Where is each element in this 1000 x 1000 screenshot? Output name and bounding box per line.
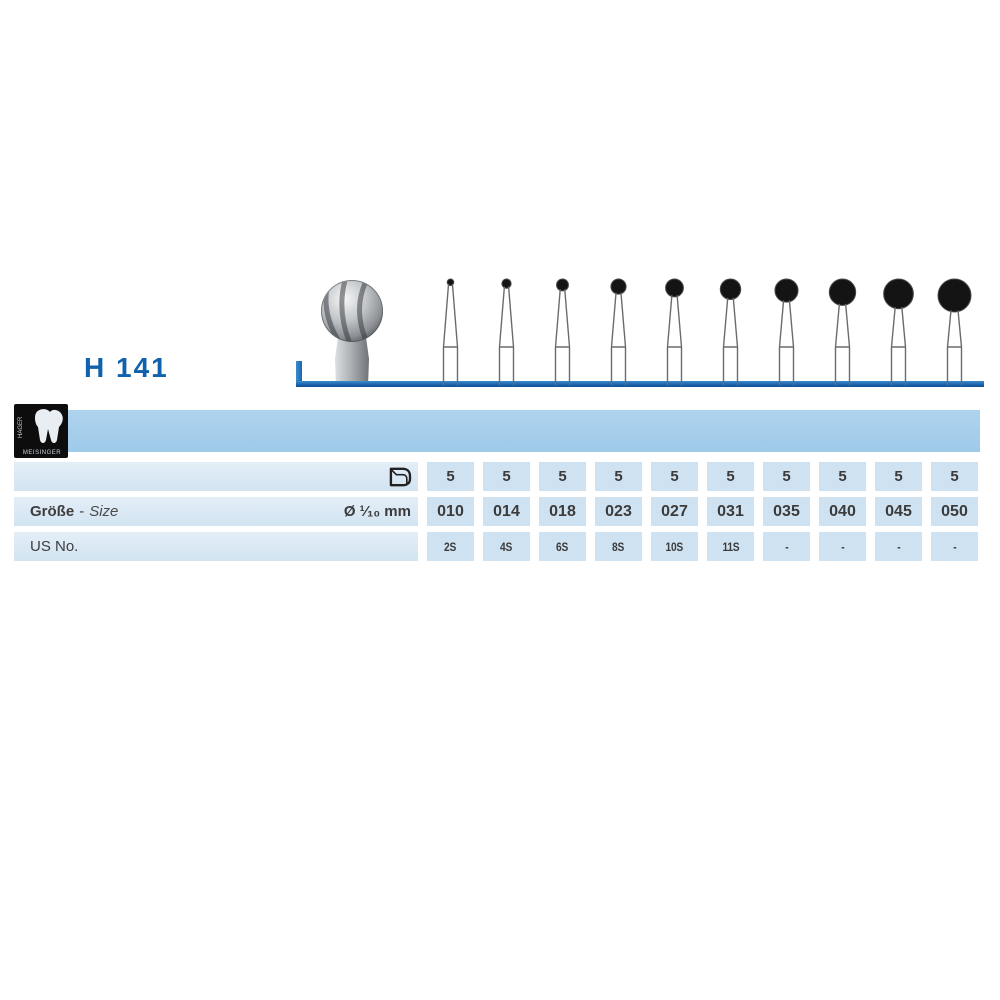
table-cell-value: 6S bbox=[556, 539, 569, 554]
table-cell: 023 bbox=[595, 497, 642, 526]
size-label-separator: - bbox=[79, 503, 85, 520]
logo-brand-text: MEISINGER bbox=[23, 450, 61, 456]
bur-diagram bbox=[937, 278, 972, 386]
quantity-label-cell bbox=[14, 462, 418, 491]
table-cell: 10S bbox=[651, 532, 698, 561]
table-cell: - bbox=[763, 532, 810, 561]
table-cell: 5 bbox=[931, 462, 978, 491]
table-cell-value: 5 bbox=[502, 468, 511, 485]
table-cell: 018 bbox=[539, 497, 586, 526]
table-cell-value: 8S bbox=[612, 539, 625, 554]
table-cell: 031 bbox=[707, 497, 754, 526]
table-cell-value: 4S bbox=[500, 539, 513, 554]
table-cell-value: 5 bbox=[446, 468, 455, 485]
size-label-de: Größe bbox=[30, 503, 75, 520]
size-unit: Ø ¹⁄₁₀ mm bbox=[343, 503, 411, 520]
table-cell-value: - bbox=[784, 539, 789, 554]
table-cell-value: 5 bbox=[950, 468, 959, 485]
table-cell: - bbox=[875, 532, 922, 561]
bur-diagram bbox=[665, 278, 684, 386]
table-cell: 035 bbox=[763, 497, 810, 526]
table-row-size: Größe - Size Ø ¹⁄₁₀ mm 010 014 018 023 027 03… bbox=[14, 497, 978, 526]
table-cell-value: 035 bbox=[773, 502, 800, 520]
table-cell-value: 040 bbox=[829, 502, 856, 520]
table-cell-value: 010 bbox=[437, 502, 464, 520]
table-cell: - bbox=[819, 532, 866, 561]
table-cell: 5 bbox=[763, 462, 810, 491]
table-cell: 5 bbox=[595, 462, 642, 491]
table-cell-value: 11S bbox=[722, 539, 739, 554]
table-cell-value: 5 bbox=[558, 468, 567, 485]
table-row-us-no: US No. 2S 4S 6S 8S 10S 11S - - - - bbox=[14, 532, 978, 561]
table-cell-value: 014 bbox=[493, 502, 520, 520]
size-label-en: Size bbox=[89, 503, 119, 520]
logo-side-text: HAGER bbox=[18, 416, 24, 438]
bur-photo-shank bbox=[335, 337, 369, 387]
tooth-icon bbox=[34, 409, 63, 443]
table-cell-value: 023 bbox=[605, 502, 632, 520]
table-cell: 040 bbox=[819, 497, 866, 526]
baseline-tick bbox=[296, 361, 302, 387]
table-cell: 5 bbox=[427, 462, 474, 491]
table-cell: 050 bbox=[931, 497, 978, 526]
table-cell-value: 5 bbox=[726, 468, 735, 485]
bur-diagram bbox=[498, 278, 515, 386]
size-label-cell: Größe - Size Ø ¹⁄₁₀ mm bbox=[14, 497, 418, 526]
table-cell: 010 bbox=[427, 497, 474, 526]
table-cell-value: 5 bbox=[838, 468, 847, 485]
table-cell: 5 bbox=[483, 462, 530, 491]
brand-logo: HAGER MEISINGER bbox=[14, 404, 68, 458]
bur-diagram bbox=[719, 278, 742, 386]
table-cell-value: 031 bbox=[717, 502, 744, 520]
baseline bbox=[296, 381, 984, 387]
package-icon bbox=[388, 467, 412, 487]
table-cell-value: 027 bbox=[661, 502, 688, 520]
bur-size-diagrams bbox=[442, 278, 972, 386]
table-cell-value: 050 bbox=[941, 502, 968, 520]
table-cell: 5 bbox=[539, 462, 586, 491]
bur-diagram bbox=[883, 278, 914, 386]
us-no-label-cell: US No. bbox=[14, 532, 418, 561]
bur-photo bbox=[321, 280, 383, 387]
table-cell-value: 018 bbox=[549, 502, 576, 520]
table-cell-value: 045 bbox=[885, 502, 912, 520]
product-code: H 141 bbox=[84, 352, 169, 383]
table-cell-value: 5 bbox=[614, 468, 623, 485]
table-cell: 045 bbox=[875, 497, 922, 526]
us-no-label: US No. bbox=[30, 538, 79, 555]
bur-photo-head bbox=[321, 280, 383, 342]
bur-diagram bbox=[554, 278, 571, 386]
table-cell-value: 5 bbox=[782, 468, 791, 485]
table-cell-value: - bbox=[840, 539, 845, 554]
table-cell-value: - bbox=[952, 539, 957, 554]
table-cell-value: 5 bbox=[894, 468, 903, 485]
table-cell: 4S bbox=[483, 532, 530, 561]
table-cell: 027 bbox=[651, 497, 698, 526]
bur-diagram bbox=[774, 278, 799, 386]
table-cell-value: - bbox=[896, 539, 901, 554]
table-cell: 5 bbox=[819, 462, 866, 491]
table-cell-value: 2S bbox=[444, 539, 457, 554]
bur-diagram bbox=[442, 278, 459, 386]
table-cell: 6S bbox=[539, 532, 586, 561]
table-cell-value: 5 bbox=[670, 468, 679, 485]
table-cell: - bbox=[931, 532, 978, 561]
bur-diagram bbox=[610, 278, 627, 386]
table-cell: 5 bbox=[707, 462, 754, 491]
table-cell: 5 bbox=[875, 462, 922, 491]
table-cell: 5 bbox=[651, 462, 698, 491]
table-header-band bbox=[14, 410, 980, 452]
table-cell: 8S bbox=[595, 532, 642, 561]
table-row-quantity: 5 5 5 5 5 5 5 5 5 5 bbox=[14, 462, 978, 491]
table-cell: 2S bbox=[427, 532, 474, 561]
table-cell-value: 10S bbox=[665, 539, 684, 554]
table-cell: 014 bbox=[483, 497, 530, 526]
bur-diagram bbox=[828, 278, 857, 386]
table-cell: 11S bbox=[707, 532, 754, 561]
